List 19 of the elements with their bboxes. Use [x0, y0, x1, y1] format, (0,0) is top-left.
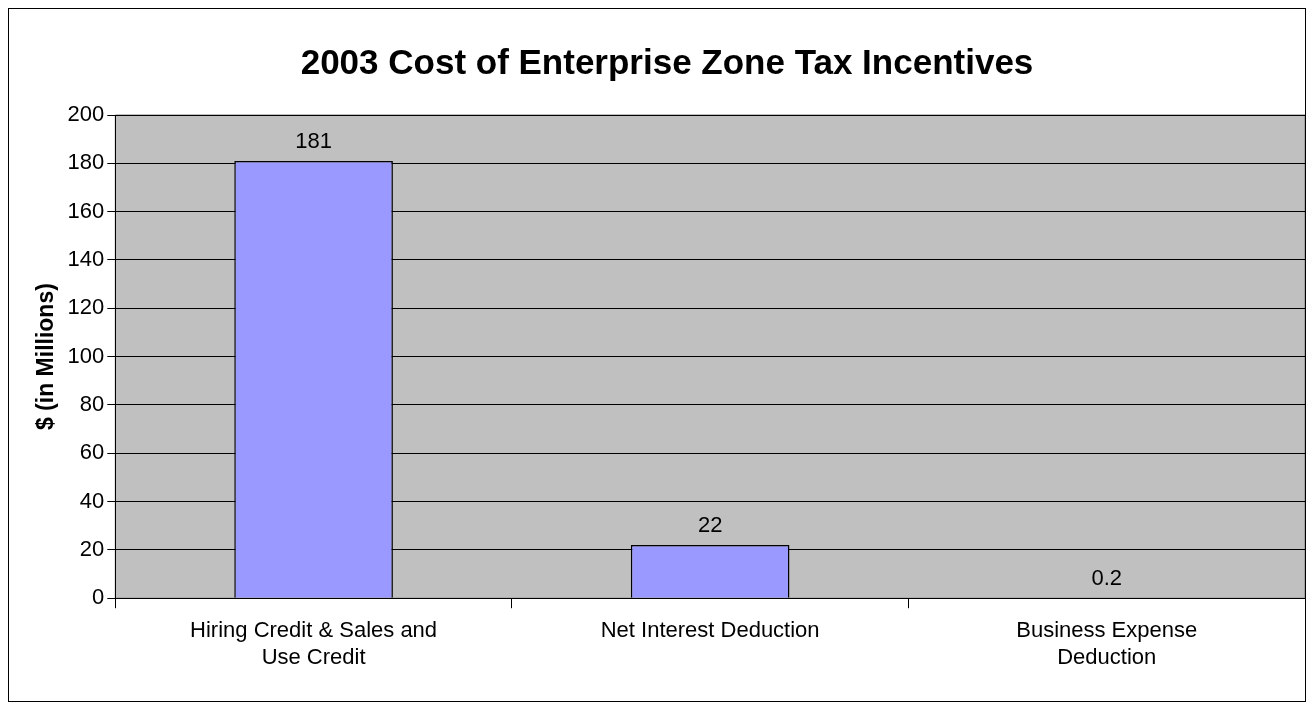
- data-label: 0.2: [1091, 564, 1123, 590]
- chart-title: 2003 Cost of Enterprise Zone Tax Incentives: [300, 41, 1034, 81]
- y-tick-label: 80: [79, 390, 105, 416]
- y-tick-label: 0: [92, 584, 105, 610]
- x-tick-label: Net Interest Deduction: [600, 617, 820, 643]
- x-tick-label: Hiring Credit & Sales and Use Credit: [190, 617, 438, 669]
- y-tick-label: 60: [79, 439, 105, 465]
- y-tick-label: 140: [67, 246, 105, 272]
- y-tick-label: 40: [79, 487, 105, 513]
- y-tick-label: 160: [67, 197, 105, 223]
- y-tick-label: 120: [67, 294, 105, 320]
- y-tick-label: 180: [67, 149, 105, 175]
- data-label: 22: [697, 512, 723, 538]
- data-label: 181: [295, 127, 332, 153]
- y-tick-label: 100: [67, 342, 105, 368]
- x-tick-label: Business Expense Deduction: [1016, 617, 1198, 669]
- y-tick-label: 20: [79, 535, 105, 561]
- y-axis-title: $ (in Millions): [32, 283, 59, 431]
- y-tick-label: 200: [67, 101, 105, 127]
